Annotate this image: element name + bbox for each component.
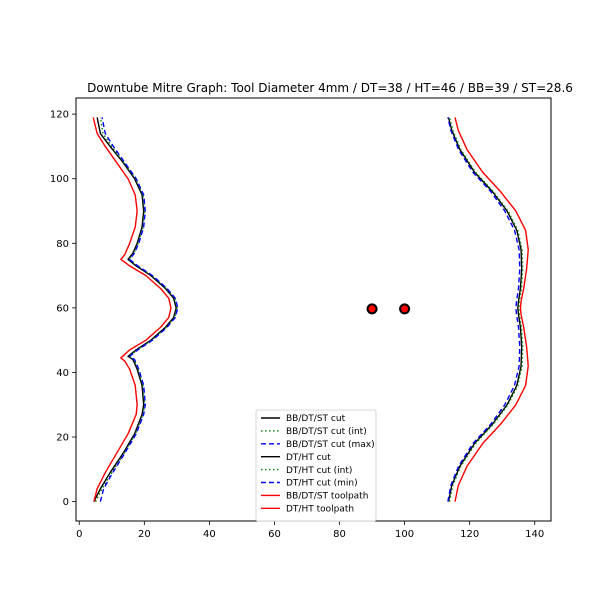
x-tick-label: 60	[268, 529, 281, 540]
marker-point-2	[399, 303, 411, 315]
chart-title: Downtube Mitre Graph: Tool Diameter 4mm …	[87, 81, 573, 95]
y-tick-label: 20	[56, 433, 69, 444]
y-tick-label: 100	[50, 174, 69, 185]
legend-label: DT/HT cut (min)	[286, 479, 358, 489]
legend-label: BB/DT/ST cut	[286, 414, 346, 424]
x-tick-label: 40	[203, 529, 216, 540]
x-tick-label: 100	[395, 529, 414, 540]
legend-box	[255, 409, 377, 522]
legend-label: BB/DT/ST toolpath	[286, 492, 368, 502]
x-tick-label: 20	[138, 529, 151, 540]
series-line-6	[447, 117, 521, 502]
series-line-2	[94, 117, 178, 502]
legend-label: DT/HT cut	[286, 453, 331, 463]
legend-label: DT/HT cut (int)	[286, 466, 352, 476]
x-tick-label: 140	[525, 529, 544, 540]
y-tick-label: 40	[56, 368, 69, 379]
x-tick-label: 80	[333, 529, 346, 540]
series-line-1	[93, 117, 177, 502]
y-axis-ticks: 0 20 40 60 80 100 120	[50, 110, 76, 508]
series-line-7	[92, 117, 172, 502]
y-tick-label: 0	[63, 497, 69, 508]
legend-label: DT/HT toolpath	[286, 505, 354, 515]
y-tick-label: 120	[50, 110, 69, 121]
legend: BB/DT/ST cut BB/DT/ST cut (int) BB/DT/ST c…	[255, 409, 377, 522]
series-line-4	[447, 117, 523, 502]
x-axis-ticks: 0 20 40 60 80 100 120 140	[76, 521, 544, 540]
plot-lines	[92, 117, 529, 502]
marker-point-1	[366, 303, 378, 315]
legend-label: BB/DT/ST cut (int)	[286, 427, 367, 437]
series-line-8	[454, 117, 529, 502]
x-tick-label: 0	[76, 529, 82, 540]
x-tick-label: 120	[460, 529, 479, 540]
series-line-3	[99, 117, 179, 502]
plot-markers	[366, 303, 411, 315]
y-tick-label: 60	[56, 303, 69, 314]
legend-label: BB/DT/ST cut (max)	[286, 440, 375, 450]
y-tick-label: 80	[56, 239, 69, 250]
